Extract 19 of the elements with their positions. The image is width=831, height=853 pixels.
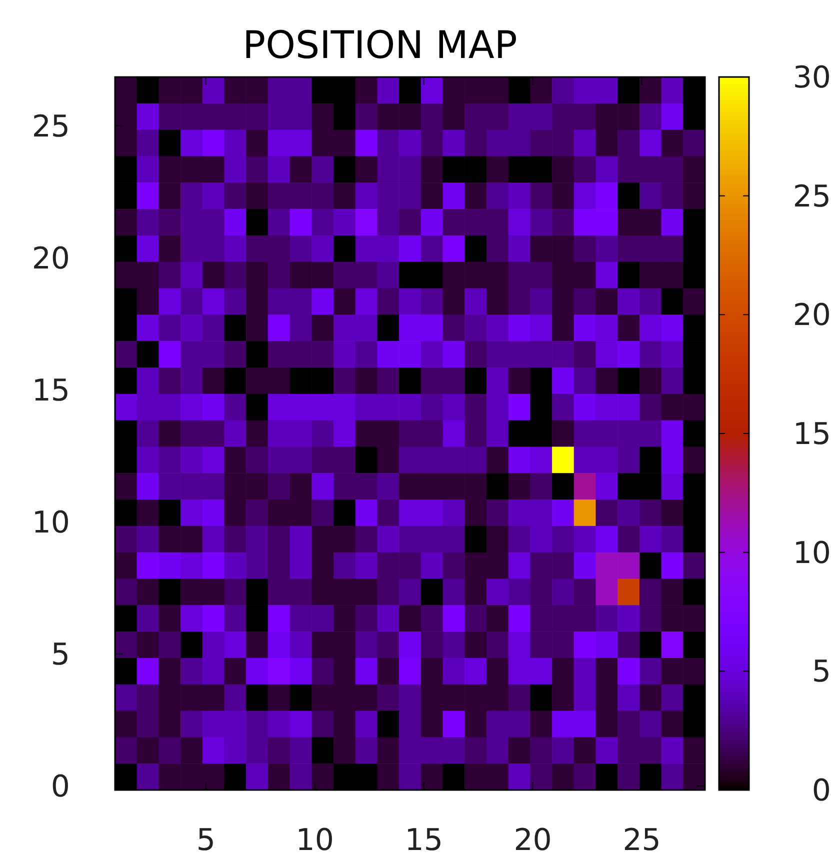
color-bar-label: 0 <box>812 774 831 808</box>
x-tick-label: 20 <box>514 823 552 853</box>
x-tick-label: 15 <box>404 823 443 853</box>
y-tick-label: 25 <box>32 109 70 144</box>
color-bar-label: 30 <box>792 60 831 96</box>
color-bar-label: 15 <box>792 417 831 452</box>
y-tick-label: 15 <box>32 373 70 408</box>
x-tick-label: 5 <box>196 823 216 853</box>
y-tick-label: 0 <box>50 770 70 805</box>
color-bar-label: 10 <box>792 536 831 571</box>
color-bar-label: 20 <box>792 298 831 334</box>
y-tick-label: 10 <box>32 505 70 540</box>
x-tick-label: 10 <box>296 823 334 853</box>
chart-title: POSITION MAP <box>242 23 518 67</box>
color-bar-label: 5 <box>812 654 831 690</box>
x-tick-label: 25 <box>622 823 661 853</box>
y-tick-label: 5 <box>50 638 70 672</box>
color-bar-label: 25 <box>792 179 831 214</box>
y-tick-label: 20 <box>32 241 70 276</box>
